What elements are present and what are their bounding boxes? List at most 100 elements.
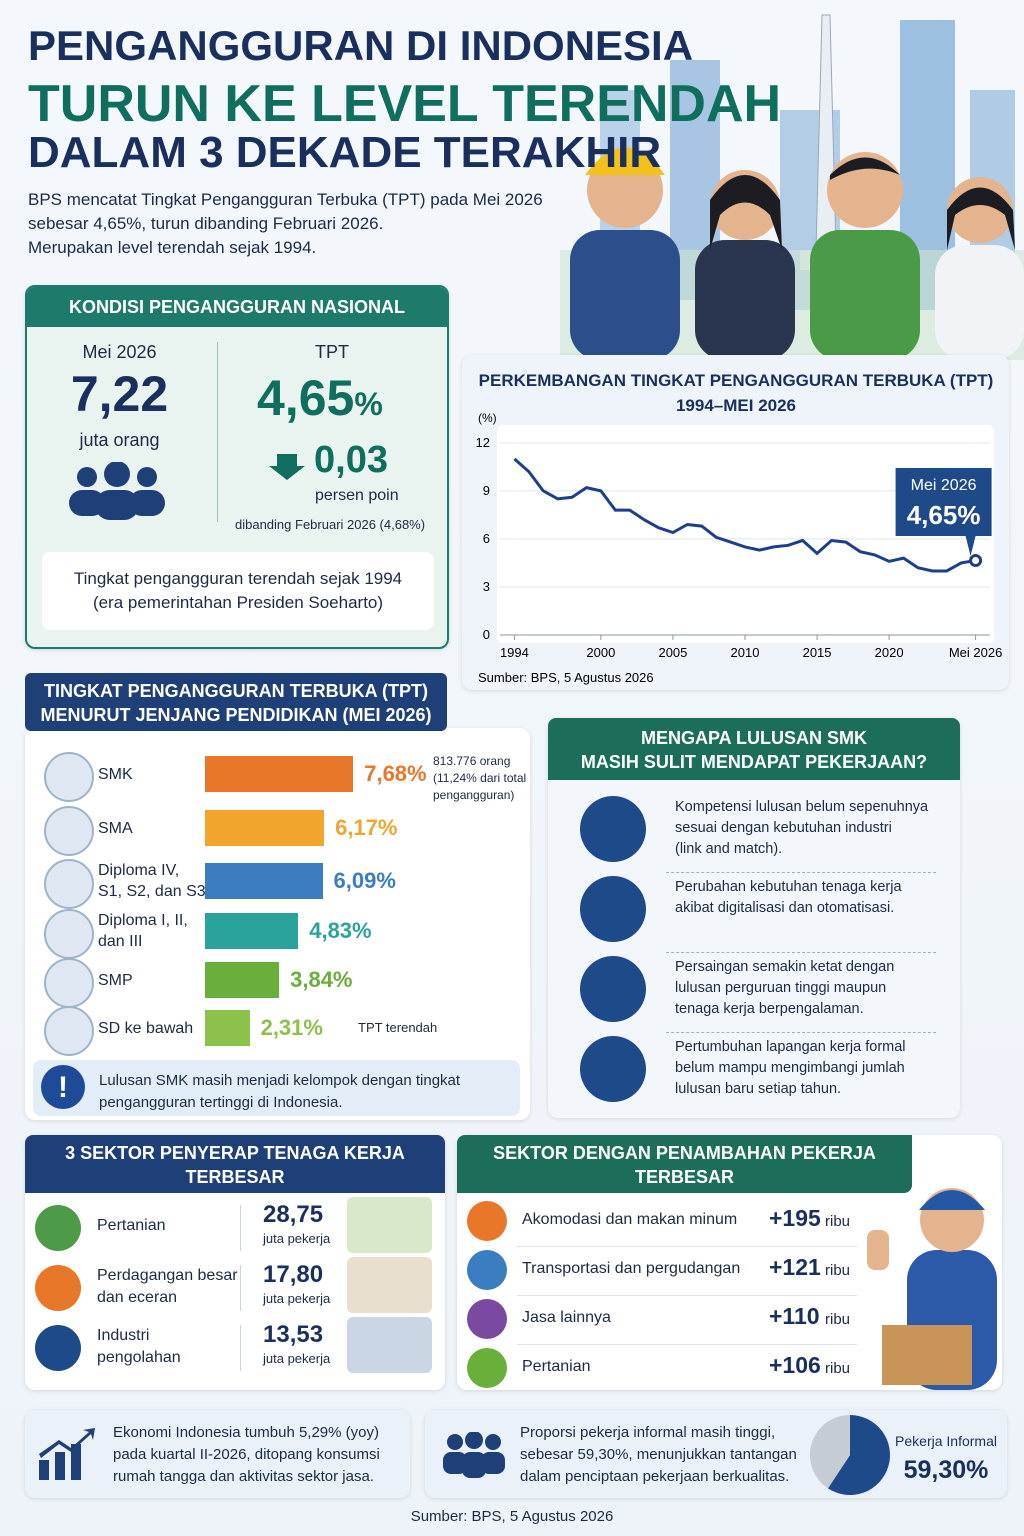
growth-unit: ribu <box>825 1262 851 1279</box>
x-tick-label: 2010 <box>731 645 760 660</box>
person-icon <box>44 958 94 1008</box>
informal-note: Proporsi pekerja informal masih tinggi, s… <box>425 1410 1007 1498</box>
title-line: MENURUT JENJANG PENDIDIKAN (MEI 2026) <box>40 705 432 725</box>
bar-chart: SMK 7,68% 813.776 orang (11,24% dari total p… <box>0 0 526 1056</box>
x-tick-label: 2000 <box>586 645 615 660</box>
footer-source: Sumber: BPS, 5 Agustus 2026 <box>410 1508 614 1525</box>
reason-icon <box>580 1036 646 1102</box>
title-line: PENGANGGURAN DI INDONESIA <box>28 22 694 69</box>
y-tick-label: 0 <box>483 627 490 642</box>
sector-name: Pertanian <box>97 1217 166 1234</box>
bar-note: (11,24% dari total <box>433 771 527 785</box>
note-line: (era pemerintahan Presiden Soeharto) <box>92 593 384 612</box>
pie-slice <box>810 1415 850 1489</box>
divider <box>240 1265 241 1311</box>
change-unit: persen poin <box>315 487 399 504</box>
end-marker <box>969 554 983 568</box>
chart-title: 1994–MEI 2026 <box>676 396 796 415</box>
value-unit: % <box>354 386 383 422</box>
growth-unit: ribu <box>825 1311 851 1328</box>
intro-line: sebesar 4,65%, turun dibanding Februari … <box>28 214 384 233</box>
reason-line: lulusan baru setiap tahun. <box>675 1081 842 1097</box>
reason-line: lulusan perguruan tinggi maupun <box>675 980 887 996</box>
intro-line: BPS mencatat Tingkat Pengangguran Terbuk… <box>28 190 543 209</box>
category-label: Diploma IV, S1, S2, dan S3 <box>98 862 206 900</box>
sector-unit: juta pekerja <box>263 1291 331 1306</box>
x-tick-label: Mei 2026 <box>949 645 1002 660</box>
line-series <box>513 457 976 573</box>
sector-icon <box>35 1205 81 1251</box>
growth-panel: SEKTOR DENGAN PENAMBAHAN PEKERJA TERBESA… <box>457 1135 1002 1390</box>
divider <box>666 1032 936 1033</box>
source: Sumber: BPS, 5 Agustus 2026 <box>478 670 654 685</box>
category-label: Diploma I, II, dan III <box>98 912 188 950</box>
growth-name: Akomodasi dan makan minum <box>522 1211 738 1228</box>
value-label: 4,83% <box>309 918 372 943</box>
intro-line: Merupakan level terendah sejak 1994. <box>28 238 317 257</box>
title-line: TINGKAT PENGANGGURAN TERBUKA (TPT) <box>44 681 428 701</box>
divider <box>517 1246 857 1247</box>
label: Mei 2026 <box>82 342 157 362</box>
worker-illustration <box>867 1188 997 1390</box>
reason-icon <box>580 796 646 862</box>
reason-line: sesuai dengan kebutuhan industri <box>675 820 892 836</box>
annotation: Mei 2026 <box>911 477 977 494</box>
sector-unit: juta pekerja <box>263 1231 331 1246</box>
bar-note: 813.776 orang <box>433 754 511 768</box>
value-label: 2,31% <box>260 1015 323 1040</box>
y-tick-label: 6 <box>483 531 490 546</box>
title-line: SEKTOR DENGAN PENAMBAHAN PEKERJA TERBESA… <box>493 1143 876 1187</box>
category-label: SD ke bawah <box>98 1019 194 1037</box>
growth-value: +195 <box>769 1205 821 1231</box>
divider <box>240 1325 241 1371</box>
label: TPT <box>315 342 349 362</box>
y-tick-label: 3 <box>483 579 490 594</box>
title-line: 3 SEKTOR PENYERAP TENAGA KERJA TERBESAR <box>65 1143 405 1187</box>
value-label: 3,84% <box>290 967 353 992</box>
category-label: SMA <box>98 819 133 837</box>
callout-box <box>895 468 992 556</box>
panel-title: 3 SEKTOR PENYERAP TENAGA KERJA TERBESAR (… <box>25 1135 445 1211</box>
reason-line: Pertumbuhan lapangan kerja formal <box>675 1039 906 1055</box>
sector-unit: juta pekerja <box>263 1351 331 1366</box>
divider <box>666 872 936 873</box>
sector-illustration <box>347 1317 432 1373</box>
reason-line: akibat digitalisasi dan otomatisasi. <box>675 900 895 916</box>
caption-line: Proporsi pekerja informal masih tinggi, <box>520 1424 776 1441</box>
caption-line: dalam penciptaan pekerjaan berkualitas. <box>520 1468 790 1485</box>
sector-illustration <box>347 1257 432 1313</box>
note-line: pada kuartal II-2026, ditopang konsumsi <box>113 1446 380 1463</box>
growth-name: Transportasi dan pergudangan <box>522 1260 741 1277</box>
plot-area <box>497 425 994 643</box>
reason-line: Perubahan kebutuhan tenaga kerja <box>675 879 902 895</box>
pie-chart: Pekerja Informal 59,30% <box>810 1415 997 1495</box>
growth-icon <box>467 1348 507 1388</box>
kondisi-panel: KONDISI PENGANGGURAN NASIONAL Mei 2026 7… <box>25 285 449 649</box>
callout-line: Lulusan SMK masih menjadi kelompok denga… <box>99 1072 461 1089</box>
people-icon <box>443 1432 505 1478</box>
down-arrow <box>269 454 305 480</box>
value-label: 4,65% <box>907 500 981 530</box>
value: 4,65% <box>257 369 383 427</box>
y-tick-label: 12 <box>476 435 490 450</box>
reason-line: belum mampu mengimbangi jumlah <box>675 1060 905 1076</box>
value-number: 4,65 <box>257 370 355 426</box>
growth-icon <box>39 1428 95 1480</box>
callout: ! Lulusan SMK masih menjadi kelompok den… <box>33 1060 520 1116</box>
value: 7,22 <box>70 366 169 422</box>
title-line: DALAM 3 DEKADE TERAKHIR <box>28 128 662 177</box>
panel-title: MENGAPA LULUSAN SMK MASIH SULIT MENDAPAT … <box>548 718 960 780</box>
sector-panel: 3 SEKTOR PENYERAP TENAGA KERJA TERBESAR (… <box>25 1135 445 1390</box>
callout-line: pengangguran tertinggi di Indonesia. <box>99 1094 343 1111</box>
divider <box>217 342 218 522</box>
note-line: rumah tangga dan aktivitas sektor jasa. <box>113 1468 374 1485</box>
growth-name: Pertanian <box>522 1358 591 1375</box>
sector-icon <box>35 1325 81 1371</box>
sector-name: pengolahan <box>97 1349 181 1366</box>
note-line: Ekonomi Indonesia tumbuh 5,29% (yoy) <box>113 1424 379 1441</box>
chart-title: PERKEMBANGAN TINGKAT PENGANGGURAN TERBUK… <box>479 371 994 390</box>
sector-value: 28,75 <box>263 1201 324 1228</box>
sector-value: 17,80 <box>263 1261 324 1288</box>
bar <box>205 962 280 998</box>
